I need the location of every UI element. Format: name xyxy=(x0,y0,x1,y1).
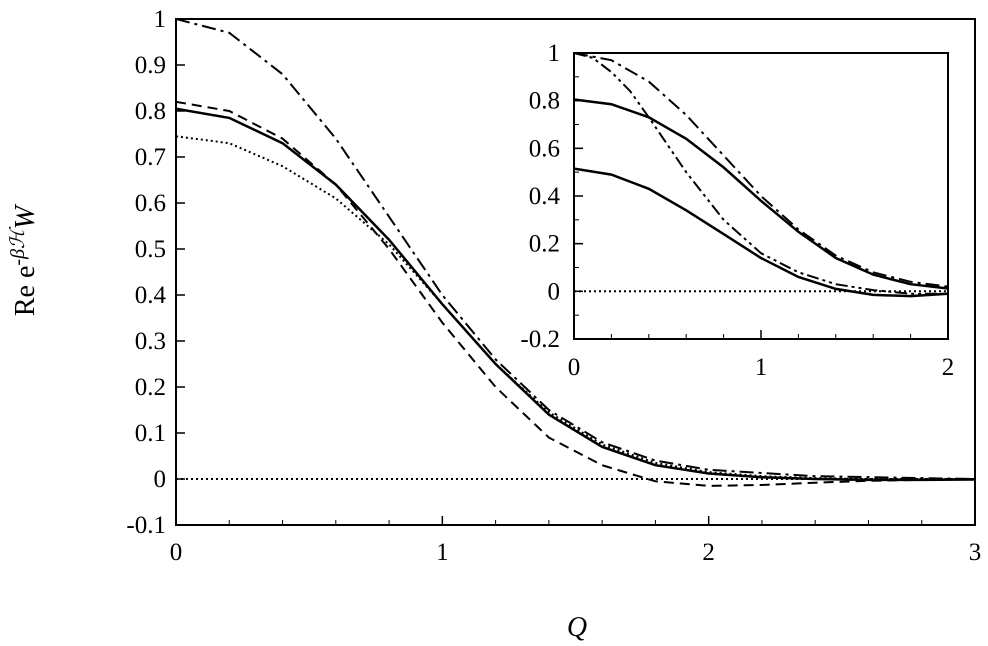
inset-series-group xyxy=(574,53,948,298)
main-y-tick-label: 0.3 xyxy=(135,328,166,355)
inset-y-tick-label: -0.2 xyxy=(520,326,560,353)
main-x-tick-label: 0 xyxy=(170,539,183,566)
inset-y-tick-label: 0 xyxy=(548,278,561,305)
main-frame xyxy=(175,18,976,526)
inset-y-tick-label: 0.6 xyxy=(529,135,560,162)
inset-series-1-line xyxy=(574,53,948,288)
main-y-tick-label: 0.9 xyxy=(135,52,166,79)
main-y-tick-label: 0.4 xyxy=(135,282,167,309)
inset-series-2-line xyxy=(574,53,948,295)
main-y-tick-label: 0.8 xyxy=(135,98,166,125)
inset-x-tick-label: 0 xyxy=(568,354,581,381)
inset-y-tick-label: 1 xyxy=(548,40,561,67)
main-y-tick-label: -0.1 xyxy=(126,512,166,539)
inset-y-tick-label: 0.4 xyxy=(529,183,561,210)
main-y-tick-label: 0.7 xyxy=(135,144,166,171)
main-y-tick-label: 0.2 xyxy=(135,374,166,401)
inset-x-tick-label: 2 xyxy=(942,354,955,381)
inset-y-tick-label: 0.2 xyxy=(529,231,560,258)
y-axis-title-tail: W xyxy=(10,203,41,229)
inset-series-3-line xyxy=(574,98,948,290)
main-x-tick-label: 1 xyxy=(436,539,449,566)
y-axis-title-base: Re e xyxy=(10,266,41,317)
x-axis-title: Q xyxy=(567,612,587,643)
inset-series-4-line xyxy=(574,167,948,298)
main-y-tick-label: 0.5 xyxy=(135,236,166,263)
inset-x-tick-label: 1 xyxy=(755,354,768,381)
main-x-tick-label: 2 xyxy=(702,539,715,566)
main-plot: 0 1 2 3-0.100.10.20.30.40.50.60.70.80.91 xyxy=(126,6,981,566)
y-axis-title-sup: -βℋ xyxy=(7,226,29,266)
main-series-2-line xyxy=(176,100,975,487)
main-y-tick-label: 1 xyxy=(154,6,167,33)
inset-plot: 0 1 2 -0.2 0 0.2 0.4 0.6 0.8 1 xyxy=(520,40,954,381)
inset-y-tick-label: 0.8 xyxy=(529,88,560,115)
main-x-tick-label: 3 xyxy=(969,539,982,566)
main-series-group xyxy=(176,19,975,487)
main-series-1-line xyxy=(176,19,975,480)
main-y-tick-label: 0 xyxy=(154,466,167,493)
y-axis-title: Re e-βℋW xyxy=(7,203,41,316)
main-y-tick-label: 0.1 xyxy=(135,420,166,447)
main-y-tick-label: 0.6 xyxy=(135,190,166,217)
